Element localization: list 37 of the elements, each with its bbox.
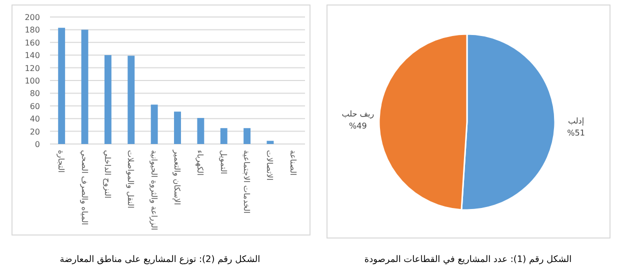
bar <box>128 56 135 144</box>
y-tick-label: 140 <box>24 51 40 60</box>
y-tick-label: 180 <box>24 26 40 35</box>
slice-label: ريف حلب <box>342 110 374 119</box>
y-tick-label: 120 <box>24 64 40 73</box>
x-tick-label: التمويل <box>218 150 228 174</box>
x-tick-label: الإسكان والتعمير <box>172 149 182 206</box>
y-tick-label: 100 <box>24 76 40 86</box>
x-tick-label: النزوح الداخلي <box>102 150 112 198</box>
bar <box>174 112 181 144</box>
y-tick-label: 60 <box>30 102 40 111</box>
bar <box>81 30 88 144</box>
x-tick-label: المياه والصرف الصحي <box>80 150 89 226</box>
data-label: %49 <box>349 122 367 131</box>
text: الشكل رقم (2): توزع المشاريع على مناطق المعارضة <box>60 255 260 265</box>
x-tick-label: الاتصالات <box>265 150 274 180</box>
bar <box>104 55 112 144</box>
text: الشكل رقم (1): عدد المشاريع في القطاعات المرصودة <box>364 255 572 265</box>
data-label: %51 <box>567 128 585 138</box>
x-tick-label: الصناعة <box>288 150 298 176</box>
x-tick-label: الزراعة والثروة الحيوانية <box>149 150 158 230</box>
x-tick-label: الكهرباء <box>196 150 205 176</box>
x-tick-label: الخدمات الاجتماعية <box>242 150 252 214</box>
bar <box>58 28 66 144</box>
y-tick-label: 80 <box>30 89 40 98</box>
x-tick-label: التجارة <box>56 150 66 173</box>
x-tick-label: النقل والمواصلات <box>126 150 136 208</box>
bar <box>244 128 251 144</box>
bar <box>197 118 204 144</box>
bar <box>150 104 158 144</box>
y-tick-label: 0 <box>34 140 40 149</box>
y-tick-label: 20 <box>30 127 40 136</box>
bar <box>220 128 228 144</box>
y-tick-label: 200 <box>24 13 40 22</box>
slice-label: إدلب <box>568 116 584 126</box>
y-tick-label: 40 <box>30 114 40 124</box>
y-tick-label: 160 <box>24 38 40 48</box>
